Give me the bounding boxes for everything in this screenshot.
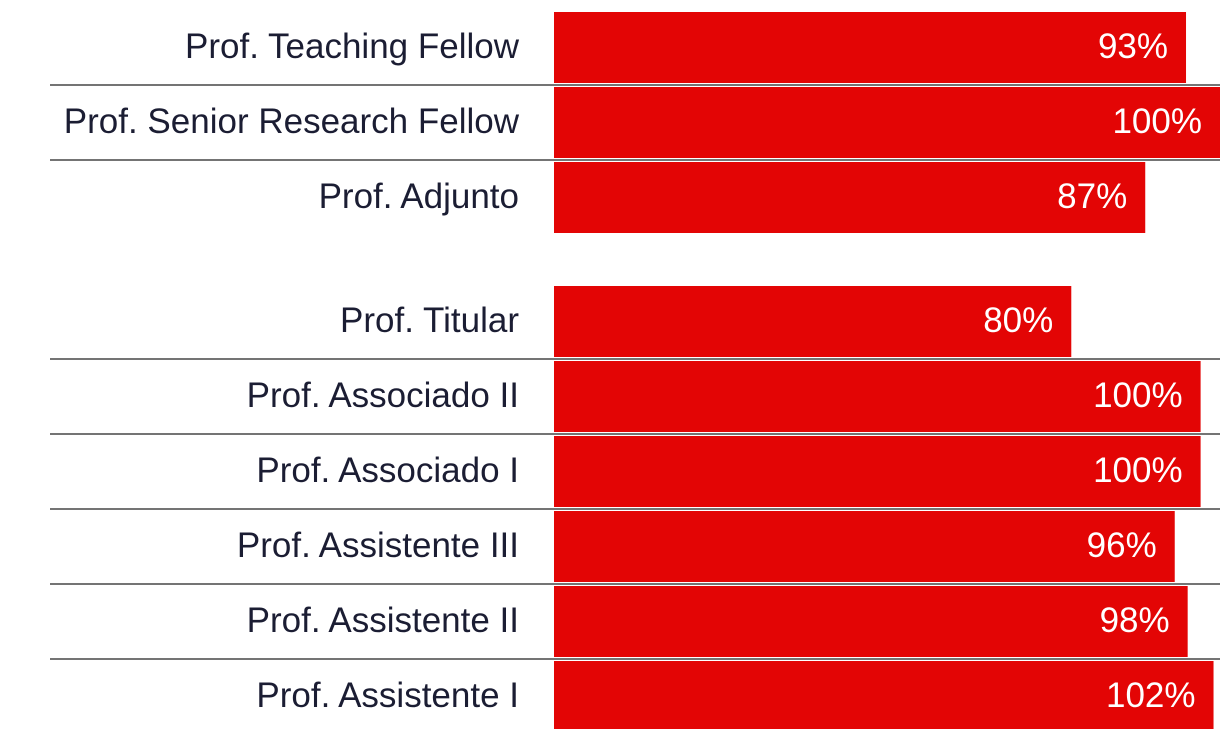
value-label: 80%	[983, 301, 1053, 340]
value-label: 87%	[1057, 177, 1127, 216]
value-label: 102%	[1106, 676, 1196, 715]
value-label: 98%	[1100, 601, 1170, 640]
category-label: Prof. Senior Research Fellow	[64, 102, 520, 141]
bar	[554, 286, 1072, 357]
bar	[554, 661, 1214, 729]
bar	[554, 436, 1201, 507]
value-label: 100%	[1093, 376, 1183, 415]
bar	[554, 511, 1175, 582]
value-label: 93%	[1098, 27, 1168, 66]
category-label: Prof. Teaching Fellow	[185, 27, 520, 66]
bar	[554, 586, 1188, 657]
bar	[554, 12, 1187, 83]
bar	[554, 361, 1201, 432]
value-label: 100%	[1112, 102, 1202, 141]
category-label: Prof. Adjunto	[319, 177, 519, 216]
category-label: Prof. Associado I	[256, 451, 519, 490]
value-label: 96%	[1087, 526, 1157, 565]
bar	[554, 87, 1220, 158]
category-label: Prof. Assistente III	[237, 526, 519, 565]
bar	[554, 162, 1146, 233]
category-label: Prof. Assistente I	[256, 676, 519, 715]
category-label: Prof. Titular	[340, 301, 519, 340]
value-label: 100%	[1093, 451, 1183, 490]
category-label: Prof. Assistente II	[247, 601, 519, 640]
category-label: Prof. Associado II	[247, 376, 519, 415]
